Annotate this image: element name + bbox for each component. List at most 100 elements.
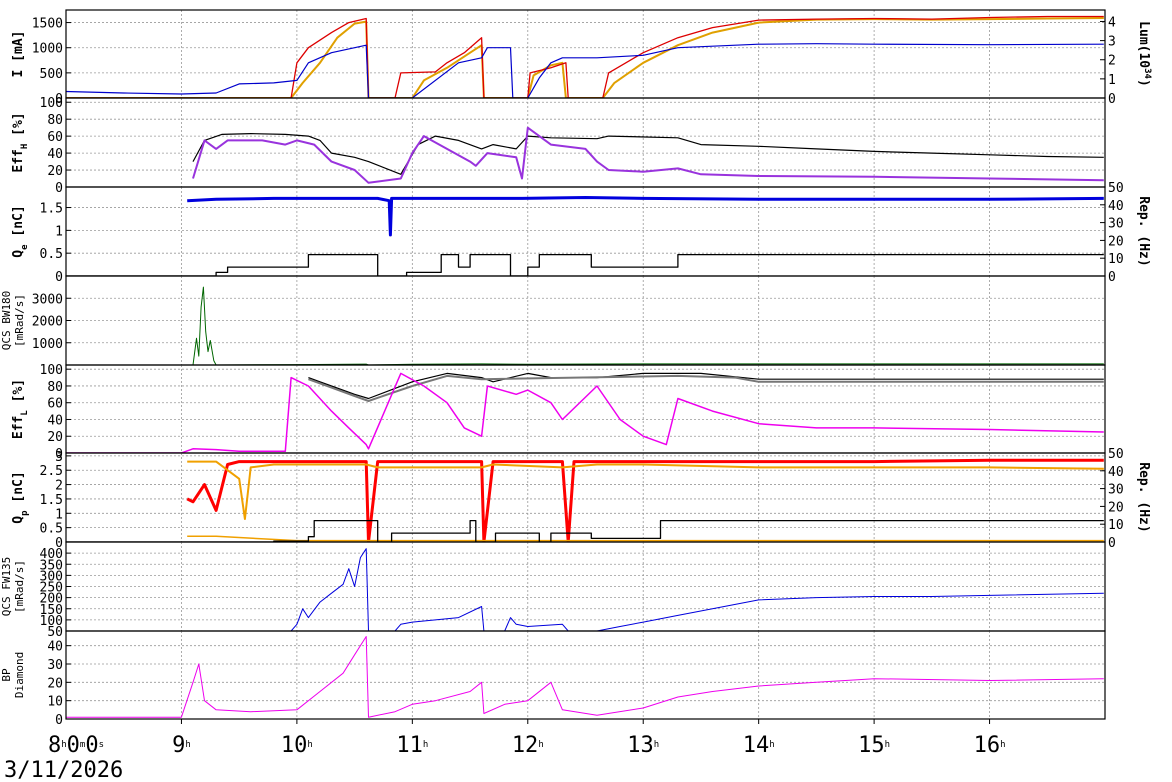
series-line-qe-0 [187,196,1104,237]
series-line-effl-0 [308,372,1104,400]
y-tick-label: 100 [40,363,63,378]
y-tick-label: 0 [55,447,63,462]
x-tick-label: 15h [858,733,890,758]
x-axis: 8h0m0s 9h 10h 11h 12h 13h 14h 15h 16h [48,719,1006,758]
y2-tick-label: 30 [1108,217,1124,232]
y-tick-label: 1500 [32,17,63,32]
y2-tick-label: 50 [1108,447,1124,462]
y-tick-label: 0 [55,181,63,196]
series-group [66,458,1104,542]
x-tick-label: 9h [172,733,191,758]
series-line-current-2 [66,43,1104,98]
y-tick-label: 50 [47,625,63,640]
series-group [66,548,1104,631]
series-line-qp-3 [66,519,1104,542]
panel-frame [65,630,1106,720]
y-tick-label: 1.5 [40,493,63,508]
y-axis-label: [mRad/s] [13,560,26,613]
y2-tick-label: 20 [1108,500,1124,515]
y-tick-label: 2.5 [40,464,63,479]
y2-tick-label: 3 [1108,35,1116,50]
y2-tick-label: 30 [1108,483,1124,498]
panel-current: 0 500 1000 1500 I [mA] 0 1 2 3 4 Lum(1034) [11,9,1152,107]
y-tick-label: 40 [47,413,63,428]
x-tick-label: 14h [743,733,775,758]
y2-axis-label: Lum(1034) [1136,21,1152,87]
y-tick-label: 1.5 [40,202,63,217]
panel-bp: 0 10 20 30 40 BP Diamond [0,630,1106,728]
series-group [192,126,1104,184]
y-axis-label: Diamond [13,652,26,698]
panel-qcsbw: 1000 2000 3000 QCS BW180 [mRad/s] [0,275,1106,366]
series-group [66,196,1104,276]
y-tick-label: 60 [47,397,63,412]
y-tick-label: 0 [55,536,63,551]
y-axis-label: EffL [%] [11,379,30,439]
series-line-effl-2 [66,372,1104,453]
x-tick-label: 12h [512,733,544,758]
series-line-effh-1 [192,126,1104,184]
y-tick-label: 0 [55,92,63,107]
y-axis-label: EffH [%] [11,112,30,172]
y-tick-label: 40 [47,147,63,162]
y2-axis-label: Rep. (Hz) [1136,462,1151,532]
y-tick-label: 300 [40,569,63,584]
y2-tick-label: 4 [1108,15,1116,30]
panel-frame [65,275,1106,366]
y-tick-label: 400 [40,547,63,562]
y2-tick-label: 2 [1108,54,1116,69]
y-axis-label: Qp [nC] [11,471,30,523]
series-line-qp-1 [187,460,1104,520]
y-tick-label: 200 [40,592,63,607]
date-label: 3/11/2026 [4,758,123,782]
y-axis-label: I [mA] [11,31,26,78]
series-line-qe-1 [66,253,1104,276]
series-group [66,372,1104,453]
series-line-bp-0 [66,636,1104,718]
y-tick-label: 1 [55,507,63,522]
y-tick-label: 0 [55,713,63,728]
panel-effh: 0 20 40 60 80 100 EffH [%] [11,96,1106,196]
y2-tick-label: 0 [1108,92,1116,107]
y-tick-label: 150 [40,603,63,618]
panel-frame [65,97,1106,188]
y-tick-label: 0.5 [40,247,63,262]
y-tick-label: 350 [40,558,63,573]
y2-tick-label: 50 [1108,181,1124,196]
series-group [66,636,1104,718]
x-tick-label: 10h [281,733,313,758]
y-tick-label: 20 [47,430,63,445]
y-axis-label: QCS FW135 [0,557,13,617]
y-tick-label: 2000 [32,315,63,330]
y-tick-label: 2 [55,479,63,494]
y-tick-label: 60 [47,130,63,145]
y-tick-label: 30 [47,658,63,673]
y-tick-label: 40 [47,640,63,655]
y-tick-label: 20 [47,676,63,691]
y2-tick-label: 40 [1108,465,1124,480]
panel-frame [65,541,1106,632]
y-tick-label: 0 [55,270,63,285]
y-tick-label: 500 [40,67,63,82]
y-tick-label: 80 [47,380,63,395]
x-tick-label-start: 8h0m0s [48,733,104,758]
y-tick-label: 1000 [32,337,63,352]
y2-tick-label: 1 [1108,73,1116,88]
y2-tick-label: 10 [1108,252,1124,267]
series-line-effh-0 [192,133,1104,175]
y2-tick-label: 40 [1108,199,1124,214]
y2-tick-label: 20 [1108,234,1124,249]
y-tick-label: 1 [55,224,63,239]
panel-qe: 0 0.5 1 1.5 Qe [nC] 0 10 20 30 40 50 Rep. (Hz) [11,181,1151,285]
y-tick-label: 250 [40,581,63,596]
y-tick-label: 100 [40,96,63,111]
panel-frame [65,9,1106,99]
y-tick-label: 3000 [32,292,63,307]
y-tick-label: 100 [40,614,63,629]
series-line-current-1 [66,15,1104,98]
y-axis-label: BP [0,668,13,682]
